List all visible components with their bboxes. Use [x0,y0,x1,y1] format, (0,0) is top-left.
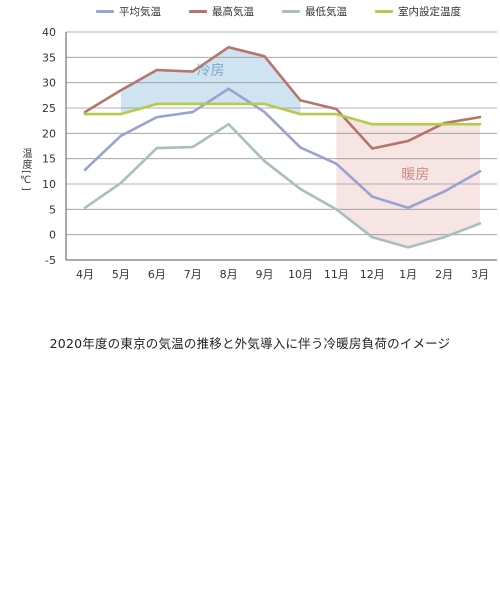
legend-swatch-min [282,10,300,13]
legend-label-min: 最低気温 [305,6,347,18]
y-tick-label: 35 [42,51,56,64]
x-tick-label: 4月 [76,268,94,281]
legend-label-max: 最高気温 [212,6,254,18]
y-axis-label: 温度[℃] [20,148,31,192]
chart-title: 2020年度の東京の気温の推移と外気導入に伴う冷暖房負荷のイメージ [49,336,451,351]
y-tick-label: 40 [42,26,56,39]
chart-legend: 平均気温 最高気温 最低気温 室内設定温度 [96,4,461,19]
y-tick-label: 5 [49,203,56,216]
y-tick-label: 20 [42,127,56,140]
legend-item-max: 最高気温 [189,4,254,19]
region-label-heating: 暖房 [401,167,429,183]
y-tick-label: 10 [42,178,56,191]
x-tick-label: 1月 [399,268,417,281]
x-tick-label: 6月 [148,268,166,281]
legend-swatch-max [189,10,207,13]
x-tick-label: 10月 [288,268,313,281]
legend-label-indoor: 室内設定温度 [398,6,461,18]
y-tick-label: -5 [45,254,56,267]
legend-swatch-indoor [375,10,393,13]
region-cooling [120,47,301,115]
series-line-2 [83,122,482,249]
y-tick-label: 30 [42,77,56,90]
x-tick-label: 2月 [435,268,453,281]
legend-label-avg: 平均気温 [119,6,161,18]
chart-svg: -5 0 5 10 15 20 25 30 35 40 4月 5月 6月 7月 8月 9月 10月 11月 12月 1… [42,26,497,281]
y-tick-label: 15 [42,153,56,166]
x-tick-label: 5月 [112,268,130,281]
x-tick-label: 12月 [360,268,385,281]
legend-item-avg: 平均気温 [96,4,161,19]
series-line-1 [83,45,482,150]
x-tick-label: 7月 [184,268,202,281]
legend-item-min: 最低気温 [282,4,347,19]
y-tick-label: 25 [42,102,56,115]
x-tick-label: 11月 [324,268,349,281]
x-tick-label: 9月 [256,268,274,281]
series-line-3 [83,102,482,126]
legend-swatch-avg [96,10,114,13]
region-label-cooling: 冷房 [197,63,225,79]
y-tick-label: 0 [49,229,56,242]
series-line-0 [83,87,482,210]
x-tick-label: 8月 [220,268,238,281]
legend-item-indoor: 室内設定温度 [375,4,461,19]
x-tick-label: 3月 [471,268,489,281]
